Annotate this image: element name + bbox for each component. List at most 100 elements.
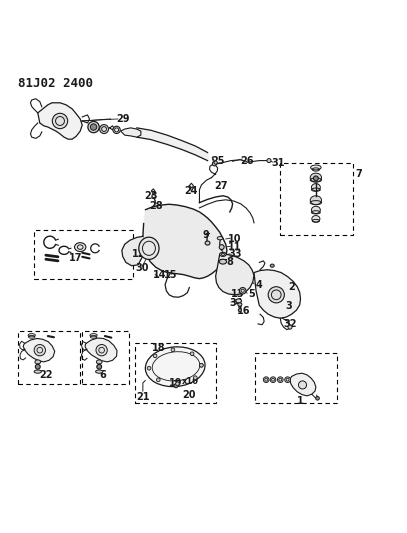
Text: 4: 4 [256, 280, 262, 290]
Ellipse shape [35, 365, 40, 369]
Ellipse shape [171, 348, 175, 352]
Text: 28: 28 [149, 201, 163, 211]
Text: 11: 11 [228, 241, 242, 252]
Text: 19: 19 [168, 377, 182, 387]
Text: 3: 3 [285, 301, 292, 311]
Text: 24: 24 [185, 185, 198, 196]
Ellipse shape [35, 360, 41, 364]
Polygon shape [290, 373, 316, 396]
Text: 7: 7 [356, 168, 363, 179]
Ellipse shape [139, 237, 159, 260]
Text: 13: 13 [231, 289, 244, 299]
Ellipse shape [219, 245, 224, 249]
Text: 17: 17 [70, 253, 83, 263]
Ellipse shape [193, 376, 197, 379]
Text: 32: 32 [284, 319, 297, 329]
Text: 16: 16 [237, 306, 251, 316]
Ellipse shape [74, 243, 86, 252]
Ellipse shape [34, 370, 42, 373]
Text: 21: 21 [136, 392, 150, 402]
Ellipse shape [311, 206, 320, 214]
Text: 34: 34 [229, 298, 243, 308]
Ellipse shape [90, 124, 97, 130]
Ellipse shape [311, 184, 320, 191]
Text: 10: 10 [228, 234, 242, 244]
Ellipse shape [310, 173, 322, 182]
Text: 14: 14 [153, 270, 166, 280]
Text: 27: 27 [214, 181, 228, 191]
Ellipse shape [174, 384, 178, 388]
Ellipse shape [176, 382, 179, 385]
Text: 20: 20 [183, 390, 196, 400]
Ellipse shape [288, 325, 292, 329]
Polygon shape [85, 338, 117, 362]
Polygon shape [216, 254, 254, 295]
Text: 9: 9 [202, 230, 209, 240]
Ellipse shape [270, 264, 274, 268]
Text: 26: 26 [241, 156, 254, 166]
Ellipse shape [312, 215, 320, 222]
Ellipse shape [270, 377, 276, 383]
Text: 25: 25 [211, 156, 224, 166]
Ellipse shape [236, 299, 241, 303]
Ellipse shape [28, 334, 35, 337]
Ellipse shape [285, 377, 291, 383]
Ellipse shape [267, 159, 271, 163]
Ellipse shape [310, 196, 322, 205]
Ellipse shape [145, 347, 205, 386]
Ellipse shape [212, 162, 217, 166]
Text: 1: 1 [297, 395, 304, 406]
Polygon shape [122, 236, 144, 265]
Text: 12: 12 [132, 248, 146, 259]
Ellipse shape [199, 364, 203, 367]
Polygon shape [254, 270, 300, 318]
Ellipse shape [238, 303, 242, 306]
Ellipse shape [263, 377, 269, 383]
Ellipse shape [217, 237, 223, 240]
Ellipse shape [157, 378, 160, 382]
Ellipse shape [220, 252, 226, 256]
Text: 31: 31 [271, 158, 285, 168]
Ellipse shape [278, 377, 283, 383]
Text: x10: x10 [182, 377, 199, 386]
Ellipse shape [97, 365, 102, 369]
Text: 5: 5 [249, 289, 255, 299]
Ellipse shape [298, 381, 306, 389]
Text: 33: 33 [228, 249, 242, 260]
Ellipse shape [313, 176, 318, 181]
Ellipse shape [96, 360, 102, 364]
Ellipse shape [53, 114, 68, 128]
Ellipse shape [316, 397, 319, 400]
Ellipse shape [190, 352, 194, 356]
Text: 15: 15 [164, 270, 178, 280]
Polygon shape [120, 128, 141, 137]
Ellipse shape [96, 370, 103, 373]
Ellipse shape [311, 165, 321, 170]
Ellipse shape [88, 122, 99, 133]
Ellipse shape [199, 364, 203, 367]
Text: 23: 23 [144, 191, 158, 201]
Ellipse shape [147, 366, 151, 370]
Ellipse shape [268, 287, 284, 303]
Ellipse shape [238, 309, 241, 312]
Ellipse shape [153, 354, 157, 358]
Ellipse shape [90, 334, 97, 337]
Ellipse shape [96, 344, 107, 356]
Polygon shape [143, 204, 227, 279]
Text: 18: 18 [152, 343, 166, 353]
Text: 30: 30 [135, 263, 149, 273]
Text: 6: 6 [99, 370, 106, 380]
Text: 29: 29 [116, 114, 129, 124]
Ellipse shape [34, 344, 46, 356]
Polygon shape [23, 338, 55, 362]
Ellipse shape [219, 259, 227, 264]
Polygon shape [38, 103, 82, 139]
Text: 8: 8 [226, 257, 233, 268]
Ellipse shape [205, 241, 210, 245]
Text: 2: 2 [288, 282, 295, 292]
Text: 81J02 2400: 81J02 2400 [18, 77, 92, 90]
Ellipse shape [214, 161, 217, 164]
Ellipse shape [113, 126, 120, 133]
Text: 22: 22 [39, 370, 53, 380]
Ellipse shape [100, 125, 109, 133]
